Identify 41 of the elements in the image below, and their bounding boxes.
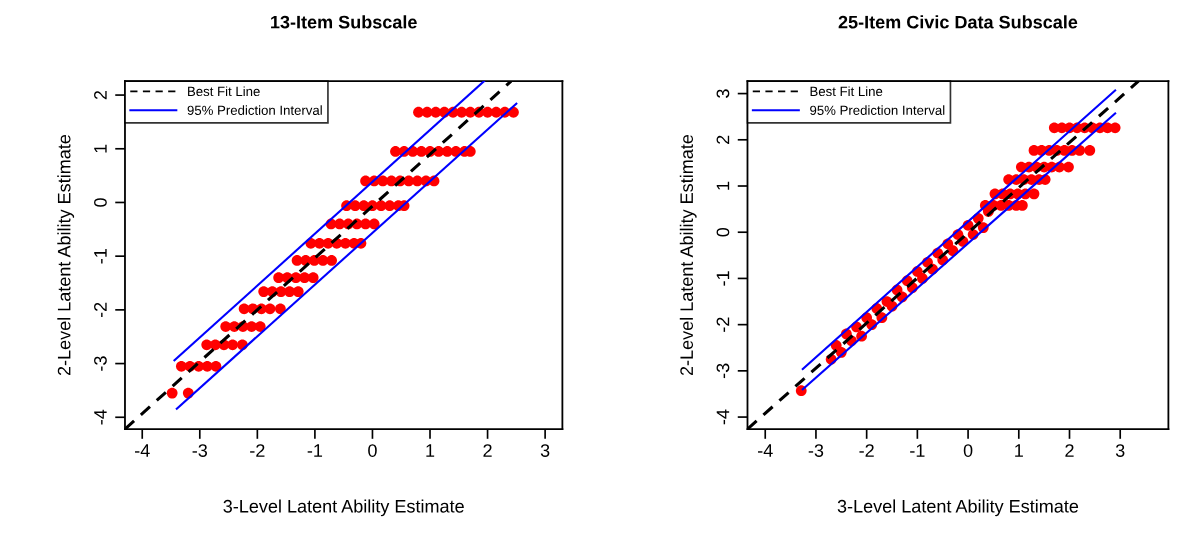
x-axis-title: 3-Level Latent Ability Estimate <box>837 499 1079 517</box>
y-tick-label: -2 <box>716 317 730 332</box>
x-tick-label: 0 <box>368 444 377 457</box>
chart-title: 25-Item Civic Data Subscale <box>838 15 1078 29</box>
y-axis-title: 2-Level Latent Ability Estimate <box>57 134 75 376</box>
y-tick-label: 3 <box>716 89 730 98</box>
x-tick-label: -2 <box>859 444 874 457</box>
x-tick-label: 3 <box>540 444 550 457</box>
x-tick-label: -1 <box>307 444 323 457</box>
legend-label: 95% Prediction Interval <box>187 105 322 115</box>
x-tick-label: -3 <box>192 444 208 457</box>
y-tick-label: -1 <box>716 271 730 286</box>
legend-label: Best Fit Line <box>188 86 260 97</box>
legend-label: 95% Prediction Interval <box>810 105 945 115</box>
x-tick-label: -3 <box>808 444 824 457</box>
x-tick-label: 2 <box>1065 444 1074 457</box>
x-tick-label: 0 <box>963 444 973 457</box>
y-tick-label: 2 <box>94 90 107 100</box>
y-tick-label: -4 <box>94 409 107 425</box>
y-axis-title: 2-Level Latent Ability Estimate <box>679 134 697 376</box>
x-tick-label: 2 <box>483 444 492 457</box>
y-tick-label: 0 <box>94 198 107 207</box>
x-axis-title: 3-Level Latent Ability Estimate <box>223 499 464 517</box>
x-tick-label: 1 <box>1015 444 1023 457</box>
y-tick-label: 0 <box>716 227 730 237</box>
y-tick-label: -3 <box>94 356 107 371</box>
y-tick-label: 1 <box>716 181 730 190</box>
x-tick-label: -1 <box>910 444 925 457</box>
chart-title: 13-Item Subscale <box>271 15 417 29</box>
legend-label: Best Fit Line <box>810 86 883 97</box>
y-tick-label: 1 <box>94 144 107 153</box>
y-tick-label: -1 <box>94 249 107 264</box>
y-tick-label: -4 <box>716 409 730 425</box>
x-tick-label: -2 <box>250 444 265 457</box>
y-tick-label: -2 <box>94 302 107 318</box>
x-tick-label: -4 <box>758 444 773 457</box>
x-tick-label: 1 <box>426 444 435 457</box>
x-tick-label: 3 <box>1115 444 1125 457</box>
y-tick-label: -3 <box>716 363 730 379</box>
x-tick-label: -4 <box>135 444 150 457</box>
y-tick-label: 2 <box>716 135 730 144</box>
